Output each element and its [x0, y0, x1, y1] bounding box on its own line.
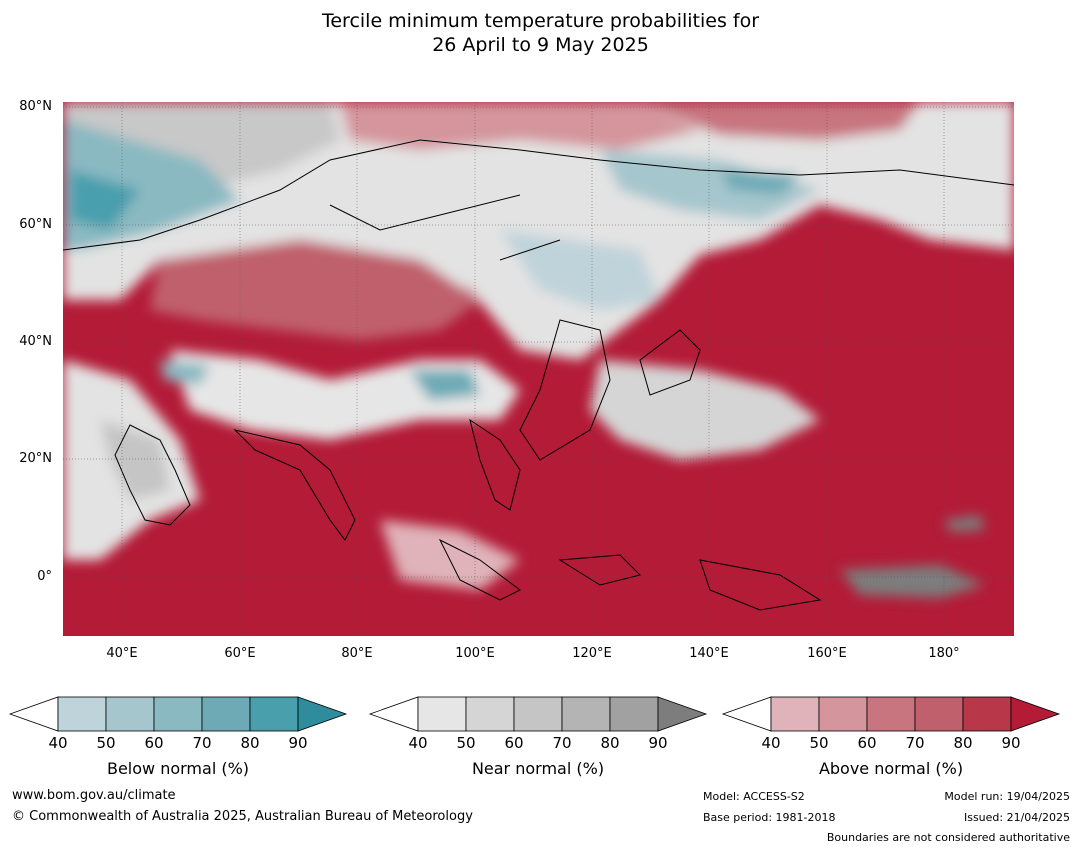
lon-label-60e: 60°E — [224, 646, 256, 661]
colorbar-near-segment-3 — [561, 696, 611, 732]
map-area — [63, 102, 1014, 636]
map-title-line-1: Tercile minimum temperature probabilitie… — [321, 10, 760, 32]
colorbar-above-low-extension — [721, 696, 772, 732]
colorbar-title-below: Below normal (%) — [106, 759, 250, 778]
coastlines — [63, 139, 1014, 611]
colorbar-above-tick-60: 60 — [857, 734, 876, 752]
lat-label-80n: 80°N — [19, 99, 52, 114]
colorbar-below-segment-1 — [105, 696, 155, 732]
colorbar-near-tick-80: 80 — [600, 734, 619, 752]
website-text: www.bom.gov.au/climate — [12, 788, 176, 803]
colorbar-above-segment-0 — [770, 696, 820, 732]
colorbar-near: 40 50 60 70 80 90 — [368, 696, 708, 752]
colorbar-below-segment-4 — [249, 696, 299, 732]
colorbar-above-tick-90: 90 — [1001, 734, 1020, 752]
colorbar-below-tick-40: 40 — [48, 734, 67, 752]
colorbars: 40 50 60 70 80 90 40 50 60 70 80 90 40 50 60 70 80 90 — [8, 696, 1061, 752]
colorbar-above-segment-1 — [818, 696, 868, 732]
copyright-text: © Commonwealth of Australia 2025, Austra… — [12, 809, 473, 824]
disclaimer-text: Boundaries are not considered authoritat… — [826, 831, 1070, 844]
colorbar-above-segment-4 — [962, 696, 1012, 732]
colorbar-title-above: Above normal (%) — [818, 759, 964, 778]
colorbar-below-tick-80: 80 — [240, 734, 259, 752]
colorbar-above-tick-50: 50 — [809, 734, 828, 752]
colorbar-near-segment-0 — [417, 696, 467, 732]
lat-label-40n: 40°N — [19, 334, 52, 349]
lat-label-0: 0° — [37, 569, 52, 584]
colorbar-below: 40 50 60 70 80 90 — [8, 696, 348, 752]
colorbar-below-segment-2 — [153, 696, 203, 732]
colorbar-below-segment-0 — [57, 696, 107, 732]
colorbar-near-low-extension — [368, 696, 419, 732]
lon-label-100e: 100°E — [455, 646, 495, 661]
base-period-text: Base period: 1981-2018 — [703, 811, 836, 824]
colorbar-near-tick-90: 90 — [648, 734, 667, 752]
colorbar-near-high-extension — [657, 696, 708, 732]
lon-label-120e: 120°E — [572, 646, 612, 661]
colorbar-above-tick-70: 70 — [905, 734, 924, 752]
colorbar-below-tick-50: 50 — [96, 734, 115, 752]
colorbar-near-tick-70: 70 — [552, 734, 571, 752]
colorbar-below-tick-60: 60 — [144, 734, 163, 752]
colorbar-below-tick-70: 70 — [192, 734, 211, 752]
issued-text: Issued: 21/04/2025 — [963, 811, 1070, 824]
colorbar-above-segment-2 — [866, 696, 916, 732]
colorbar-near-tick-50: 50 — [456, 734, 475, 752]
model-run-text: Model run: 19/04/2025 — [944, 790, 1070, 803]
lon-label-180: 180° — [928, 646, 960, 661]
gridlines — [63, 102, 1014, 636]
colorbar-near-tick-40: 40 — [408, 734, 427, 752]
colorbar-title-near: Near normal (%) — [471, 759, 605, 778]
probability-shading — [63, 102, 1014, 598]
colorbar-below-high-extension — [297, 696, 348, 732]
colorbar-below-tick-90: 90 — [288, 734, 307, 752]
colorbar-above-segment-3 — [914, 696, 964, 732]
colorbar-near-segment-2 — [513, 696, 563, 732]
map-title-line-2: 26 April to 9 May 2025 — [432, 34, 649, 56]
colorbar-below-low-extension — [8, 696, 59, 732]
lon-label-80e: 80°E — [341, 646, 373, 661]
lon-label-140e: 140°E — [689, 646, 729, 661]
model-text: Model: ACCESS-S2 — [703, 790, 805, 803]
colorbar-below-segment-3 — [201, 696, 251, 732]
colorbar-near-segment-4 — [609, 696, 659, 732]
colorbar-above: 40 50 60 70 80 90 — [721, 696, 1061, 752]
colorbar-above-tick-40: 40 — [761, 734, 780, 752]
probability-map — [63, 102, 1014, 636]
lon-label-160e: 160°E — [807, 646, 847, 661]
colorbar-near-segment-1 — [465, 696, 515, 732]
colorbar-above-tick-80: 80 — [953, 734, 972, 752]
colorbar-above-high-extension — [1010, 696, 1061, 732]
lon-label-40e: 40°E — [106, 646, 138, 661]
lat-label-20n: 20°N — [19, 451, 52, 466]
colorbar-near-tick-60: 60 — [504, 734, 523, 752]
lat-label-60n: 60°N — [19, 217, 52, 232]
